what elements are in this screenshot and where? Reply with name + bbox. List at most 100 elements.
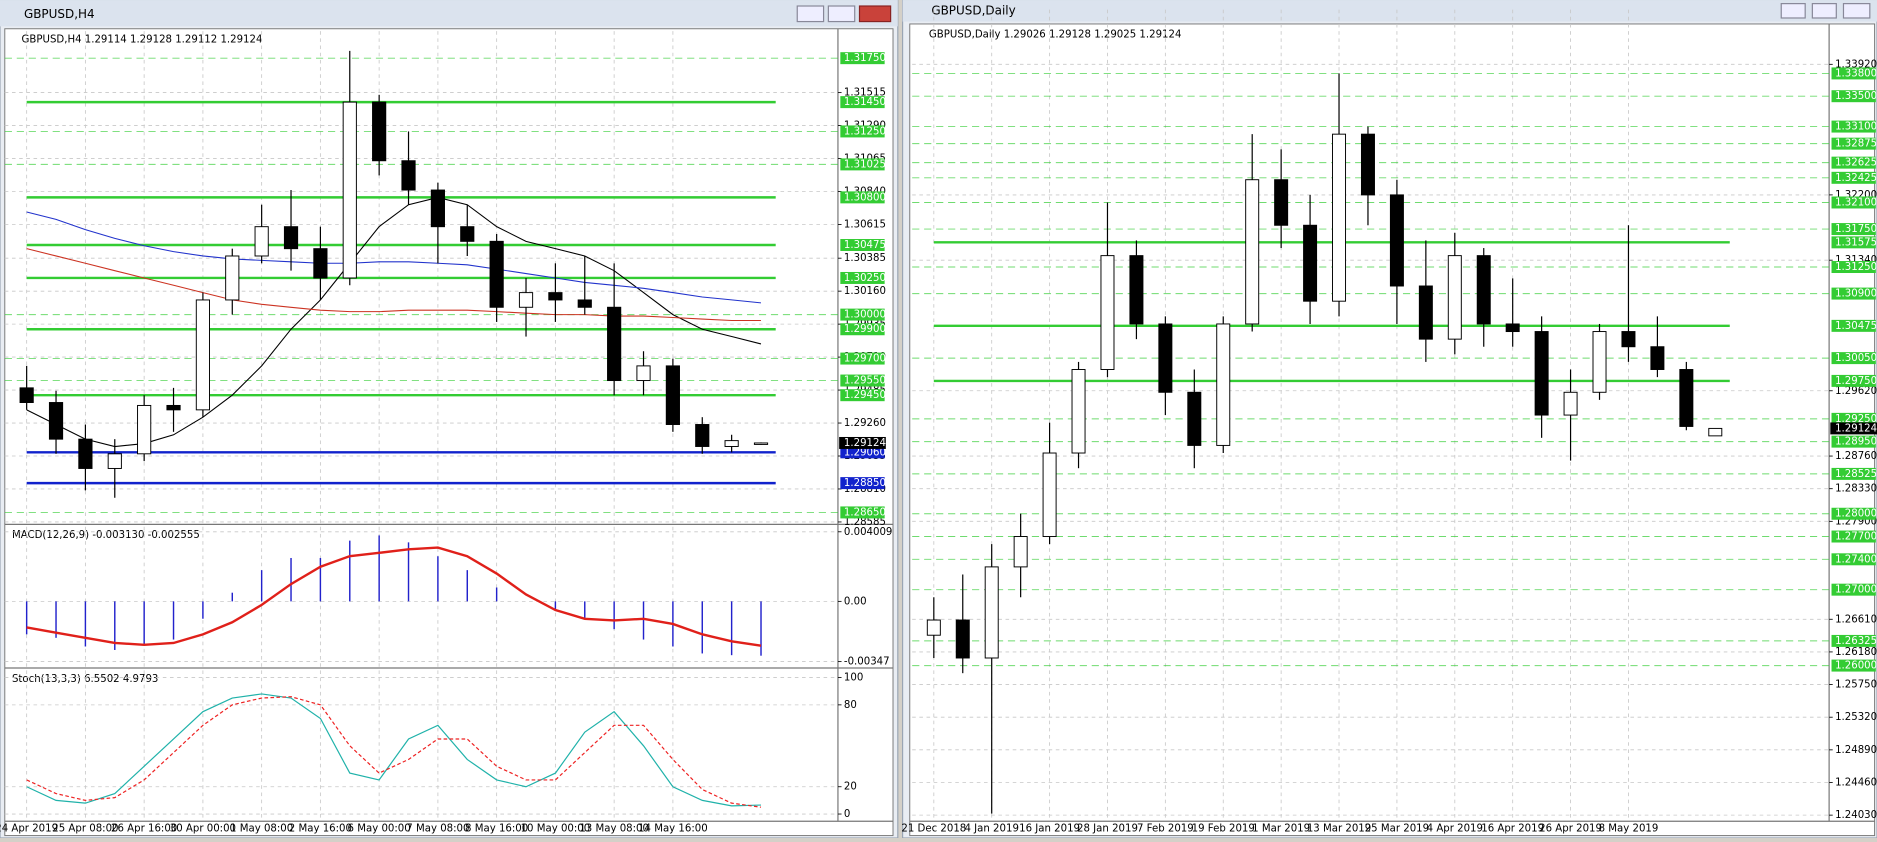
level-label: 1.28525 (1835, 469, 1877, 480)
candle-body (1418, 285, 1433, 340)
candle-body (1679, 369, 1694, 427)
level-label-box (1831, 120, 1876, 133)
candle-body (283, 226, 299, 250)
candle-body (926, 619, 941, 636)
level-label: 1.28950 (1835, 437, 1877, 448)
y-tick-label: 1.28760 (1835, 451, 1877, 462)
level-label-box (1831, 90, 1876, 103)
y-tick-label: -0.00347 (844, 657, 890, 668)
candle-body (1332, 133, 1347, 302)
level-label-box (840, 389, 885, 402)
y-tick-label: 20 (844, 782, 857, 793)
level-label: 1.27400 (1835, 554, 1877, 565)
level-label: 1.33500 (1835, 91, 1877, 102)
candle-body (753, 442, 769, 445)
level-label-box (1831, 137, 1876, 150)
candle-body (1563, 391, 1578, 416)
x-tick-label: 26 Apr 2019 (1539, 823, 1602, 834)
level-label-box (1831, 156, 1876, 169)
x-tick-label: 8 May 2019 (1599, 823, 1659, 834)
x-tick-label: 30 Apr 00:00 (170, 823, 236, 834)
level-label: 1.29550 (844, 376, 886, 387)
chart-title: GBPUSD,Daily 1.29026 1.29128 1.29025 1.2… (929, 30, 1182, 41)
close-button[interactable] (1842, 3, 1871, 19)
moving-average (26, 211, 762, 304)
level-label-box (840, 446, 885, 459)
y-tick-label: 1.24460 (1835, 777, 1877, 788)
y-tick-label: 1.29260 (844, 418, 886, 429)
candle-body (1158, 323, 1173, 393)
y-tick-label: 0.004009 (844, 527, 892, 538)
y-tick-label: 1.30160 (844, 286, 886, 297)
close-button[interactable] (858, 5, 892, 23)
candle-body (1389, 194, 1404, 287)
x-tick-label: 16 Jan 2019 (1019, 823, 1080, 834)
y-tick-label: 1.29620 (1835, 386, 1877, 397)
level-label: 1.33100 (1835, 122, 1877, 133)
candle-body (548, 292, 563, 301)
candle-body (225, 255, 240, 301)
minimize-button[interactable] (1780, 3, 1806, 19)
x-tick-label: 25 Apr 08:00 (52, 823, 118, 834)
candle-body (1534, 331, 1549, 416)
level-label-box (840, 308, 885, 321)
candle-body (724, 440, 739, 447)
level-label: 1.31575 (1835, 237, 1877, 248)
level-label: 1.29750 (1835, 376, 1877, 387)
level-label-box (840, 352, 885, 365)
price-box (839, 436, 886, 449)
chart-title: GBPUSD,H4 1.29114 1.29128 1.29112 1.2912… (22, 35, 263, 46)
level-label-box (840, 239, 885, 251)
y-tick-label: 0.00 (844, 596, 867, 607)
level-label: 1.30000 (844, 310, 886, 321)
y-tick-label: 1.27900 (1835, 516, 1877, 527)
x-tick-label: 1 May 08:00 (230, 823, 293, 834)
candle-body (1100, 255, 1115, 370)
candle-body (372, 101, 387, 162)
x-tick-label: 7 Feb 2019 (1137, 823, 1194, 834)
candle-body (254, 226, 269, 257)
level-label: 1.32875 (1835, 139, 1877, 150)
minimize-button[interactable] (796, 5, 825, 23)
maximize-button[interactable] (827, 5, 856, 23)
candle-body (695, 424, 710, 447)
y-tick-label: 1.30385 (844, 253, 886, 264)
level-label-box (1831, 319, 1876, 332)
level-label: 1.31025 (844, 159, 886, 170)
x-tick-label: 2 May 16:00 (289, 823, 352, 834)
maximize-button[interactable] (1811, 3, 1837, 19)
candle-body (19, 387, 34, 404)
candle-body (460, 226, 475, 242)
candle-body (665, 365, 680, 425)
level-label: 1.32625 (1835, 158, 1877, 169)
candle-body (1042, 452, 1057, 538)
y-tick-label: 1.25320 (1835, 712, 1877, 723)
level-label: 1.28650 (844, 507, 886, 518)
level-label-box (840, 96, 885, 109)
level-label-box (1831, 412, 1876, 425)
candle-body (1245, 179, 1260, 325)
candle-body (1013, 536, 1028, 568)
x-tick-label: 14 May 16:00 (638, 823, 708, 834)
y-tick-label: 1.26180 (1835, 647, 1877, 658)
level-label: 1.30475 (1835, 321, 1877, 332)
y-tick-label: 1.32200 (1835, 190, 1877, 201)
level-label-box (1831, 435, 1876, 448)
candle-body (984, 566, 999, 659)
title-bar (0, 0, 898, 27)
candle-body (577, 299, 592, 308)
candle-body (1447, 255, 1462, 340)
level-label: 1.31250 (1835, 262, 1877, 273)
level-label: 1.30800 (844, 192, 886, 203)
level-label-box (840, 323, 885, 336)
candle-body (342, 101, 357, 279)
candle-body (1360, 133, 1375, 196)
level-label-box (1831, 583, 1876, 596)
candle-body (518, 292, 534, 308)
chart-area (909, 23, 1876, 837)
level-label-box (1831, 467, 1876, 480)
candle-body (489, 240, 504, 308)
level-label-box (1831, 223, 1876, 236)
x-tick-label: 4 Apr 2019 (1427, 823, 1483, 834)
level-label: 1.30050 (1835, 353, 1877, 364)
